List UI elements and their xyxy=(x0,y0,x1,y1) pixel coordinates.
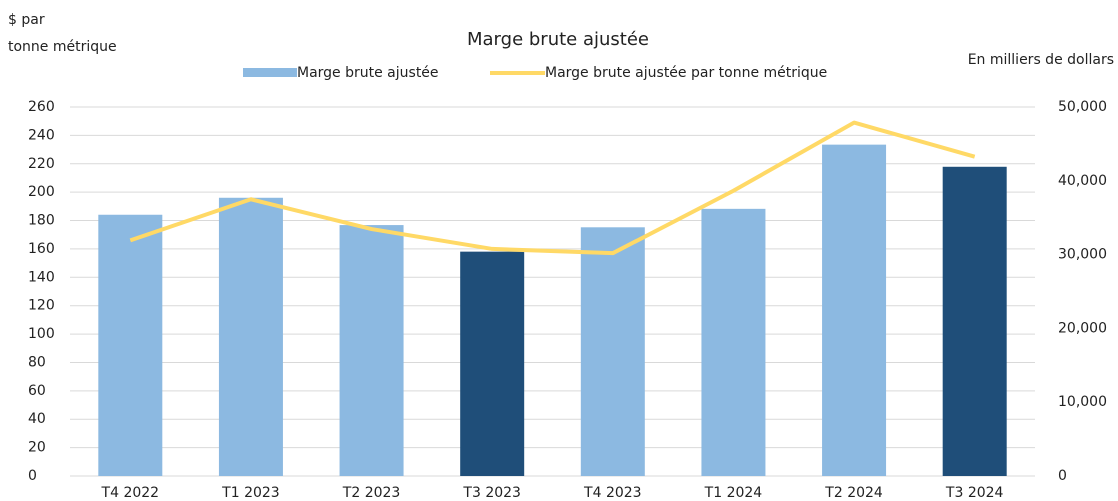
bar xyxy=(701,208,766,476)
line xyxy=(129,120,976,256)
y2-tick-label: 20,000 xyxy=(1058,320,1107,336)
y-tick-label: 0 xyxy=(28,468,37,484)
legend-swatch xyxy=(243,68,297,77)
y2-tick-label: 40,000 xyxy=(1058,173,1107,189)
x-tick-label: T4 2023 xyxy=(583,485,642,501)
y-axis-label: $ par xyxy=(8,12,45,28)
y-tick-label: 260 xyxy=(28,99,55,115)
y-tick-label: 240 xyxy=(28,127,55,143)
y-tick-label: 100 xyxy=(28,326,55,342)
x-tick-label: T2 2023 xyxy=(342,485,401,501)
x-tick-label: T2 2024 xyxy=(824,485,883,501)
y-tick-label: 120 xyxy=(28,298,55,314)
y-tick-label: 80 xyxy=(28,354,46,370)
y-tick-label: 60 xyxy=(28,383,46,399)
x-tick-label: T3 2023 xyxy=(462,485,521,501)
bar xyxy=(942,166,1007,476)
y-tick-label: 180 xyxy=(28,213,55,229)
y2-tick-label: 10,000 xyxy=(1058,394,1107,410)
x-tick-label: T1 2024 xyxy=(704,485,763,501)
y-tick-label: 40 xyxy=(28,411,46,427)
y-tick-label: 140 xyxy=(28,269,55,285)
bar xyxy=(339,225,404,476)
bar xyxy=(218,197,283,477)
bar xyxy=(822,144,887,476)
x-tick-label: T4 2022 xyxy=(101,485,160,501)
legend-label: Marge brute ajustée par tonne métrique xyxy=(545,65,827,81)
y2-tick-label: 50,000 xyxy=(1058,99,1107,115)
y-tick-label: 200 xyxy=(28,184,55,200)
y-tick-label: 20 xyxy=(28,440,46,456)
y-axis-label: tonne métrique xyxy=(8,39,117,55)
y-tick-label: 160 xyxy=(28,241,55,257)
bar xyxy=(580,227,645,476)
x-tick-label: T1 2023 xyxy=(221,485,280,501)
y2-tick-label: 0 xyxy=(1058,468,1067,484)
x-tick-label: T3 2024 xyxy=(945,485,1004,501)
y-tick-label: 220 xyxy=(28,156,55,172)
legend-label: Marge brute ajustée xyxy=(297,65,439,81)
y2-axis-label: En milliers de dollars xyxy=(968,52,1114,68)
bar xyxy=(98,214,163,477)
bar xyxy=(460,251,525,476)
y2-tick-label: 30,000 xyxy=(1058,247,1107,263)
chart-title: Marge brute ajustée xyxy=(467,29,649,50)
